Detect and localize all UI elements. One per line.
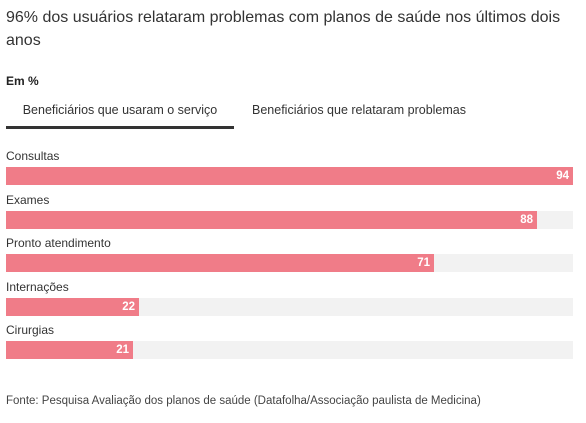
bar: [6, 167, 573, 185]
bar: [6, 254, 434, 272]
value-label: 21: [116, 344, 129, 356]
source-note: Fonte: Pesquisa Avaliação dos planos de …: [6, 395, 481, 407]
category-label: Consultas: [6, 149, 60, 163]
category-label: Cirurgias: [6, 323, 55, 337]
value-label: 88: [520, 213, 533, 226]
bar-track: 94: [6, 167, 573, 185]
bar-row: Cirurgias 21: [6, 322, 573, 362]
value-label: 94: [556, 170, 569, 182]
bar: [6, 297, 139, 316]
chart-title: 96% dos usuários relataram problemas com…: [6, 9, 561, 49]
bar-track: 88: [6, 210, 573, 229]
tab-used-service[interactable]: Beneficiários que usaram o serviço: [6, 98, 234, 129]
bar-row: Internações 22: [6, 279, 573, 319]
bar-track: 21: [6, 341, 573, 359]
bar-row: Pronto atendimento 71: [6, 235, 573, 275]
tab-bar: Beneficiários que usaram o serviço Benef…: [6, 98, 580, 130]
bar: [6, 341, 133, 359]
category-label: Exames: [6, 192, 50, 207]
bar-row: Consultas 94: [6, 148, 573, 188]
category-label: Internações: [6, 279, 69, 294]
bar-track: 71: [6, 254, 573, 272]
bar-row: Exames 88: [6, 192, 573, 232]
unit-label: Em %: [6, 74, 39, 88]
value-label: 71: [417, 257, 430, 269]
value-label: 22: [122, 300, 135, 313]
bar: [6, 210, 537, 229]
tab-reported-problems[interactable]: Beneficiários que relataram problemas: [252, 103, 466, 117]
category-label: Pronto atendimento: [6, 236, 111, 250]
bar-track: 22: [6, 297, 573, 316]
bar-chart: Consultas 94 Exames 88 Pronto atendimento 71 I…: [6, 148, 573, 373]
